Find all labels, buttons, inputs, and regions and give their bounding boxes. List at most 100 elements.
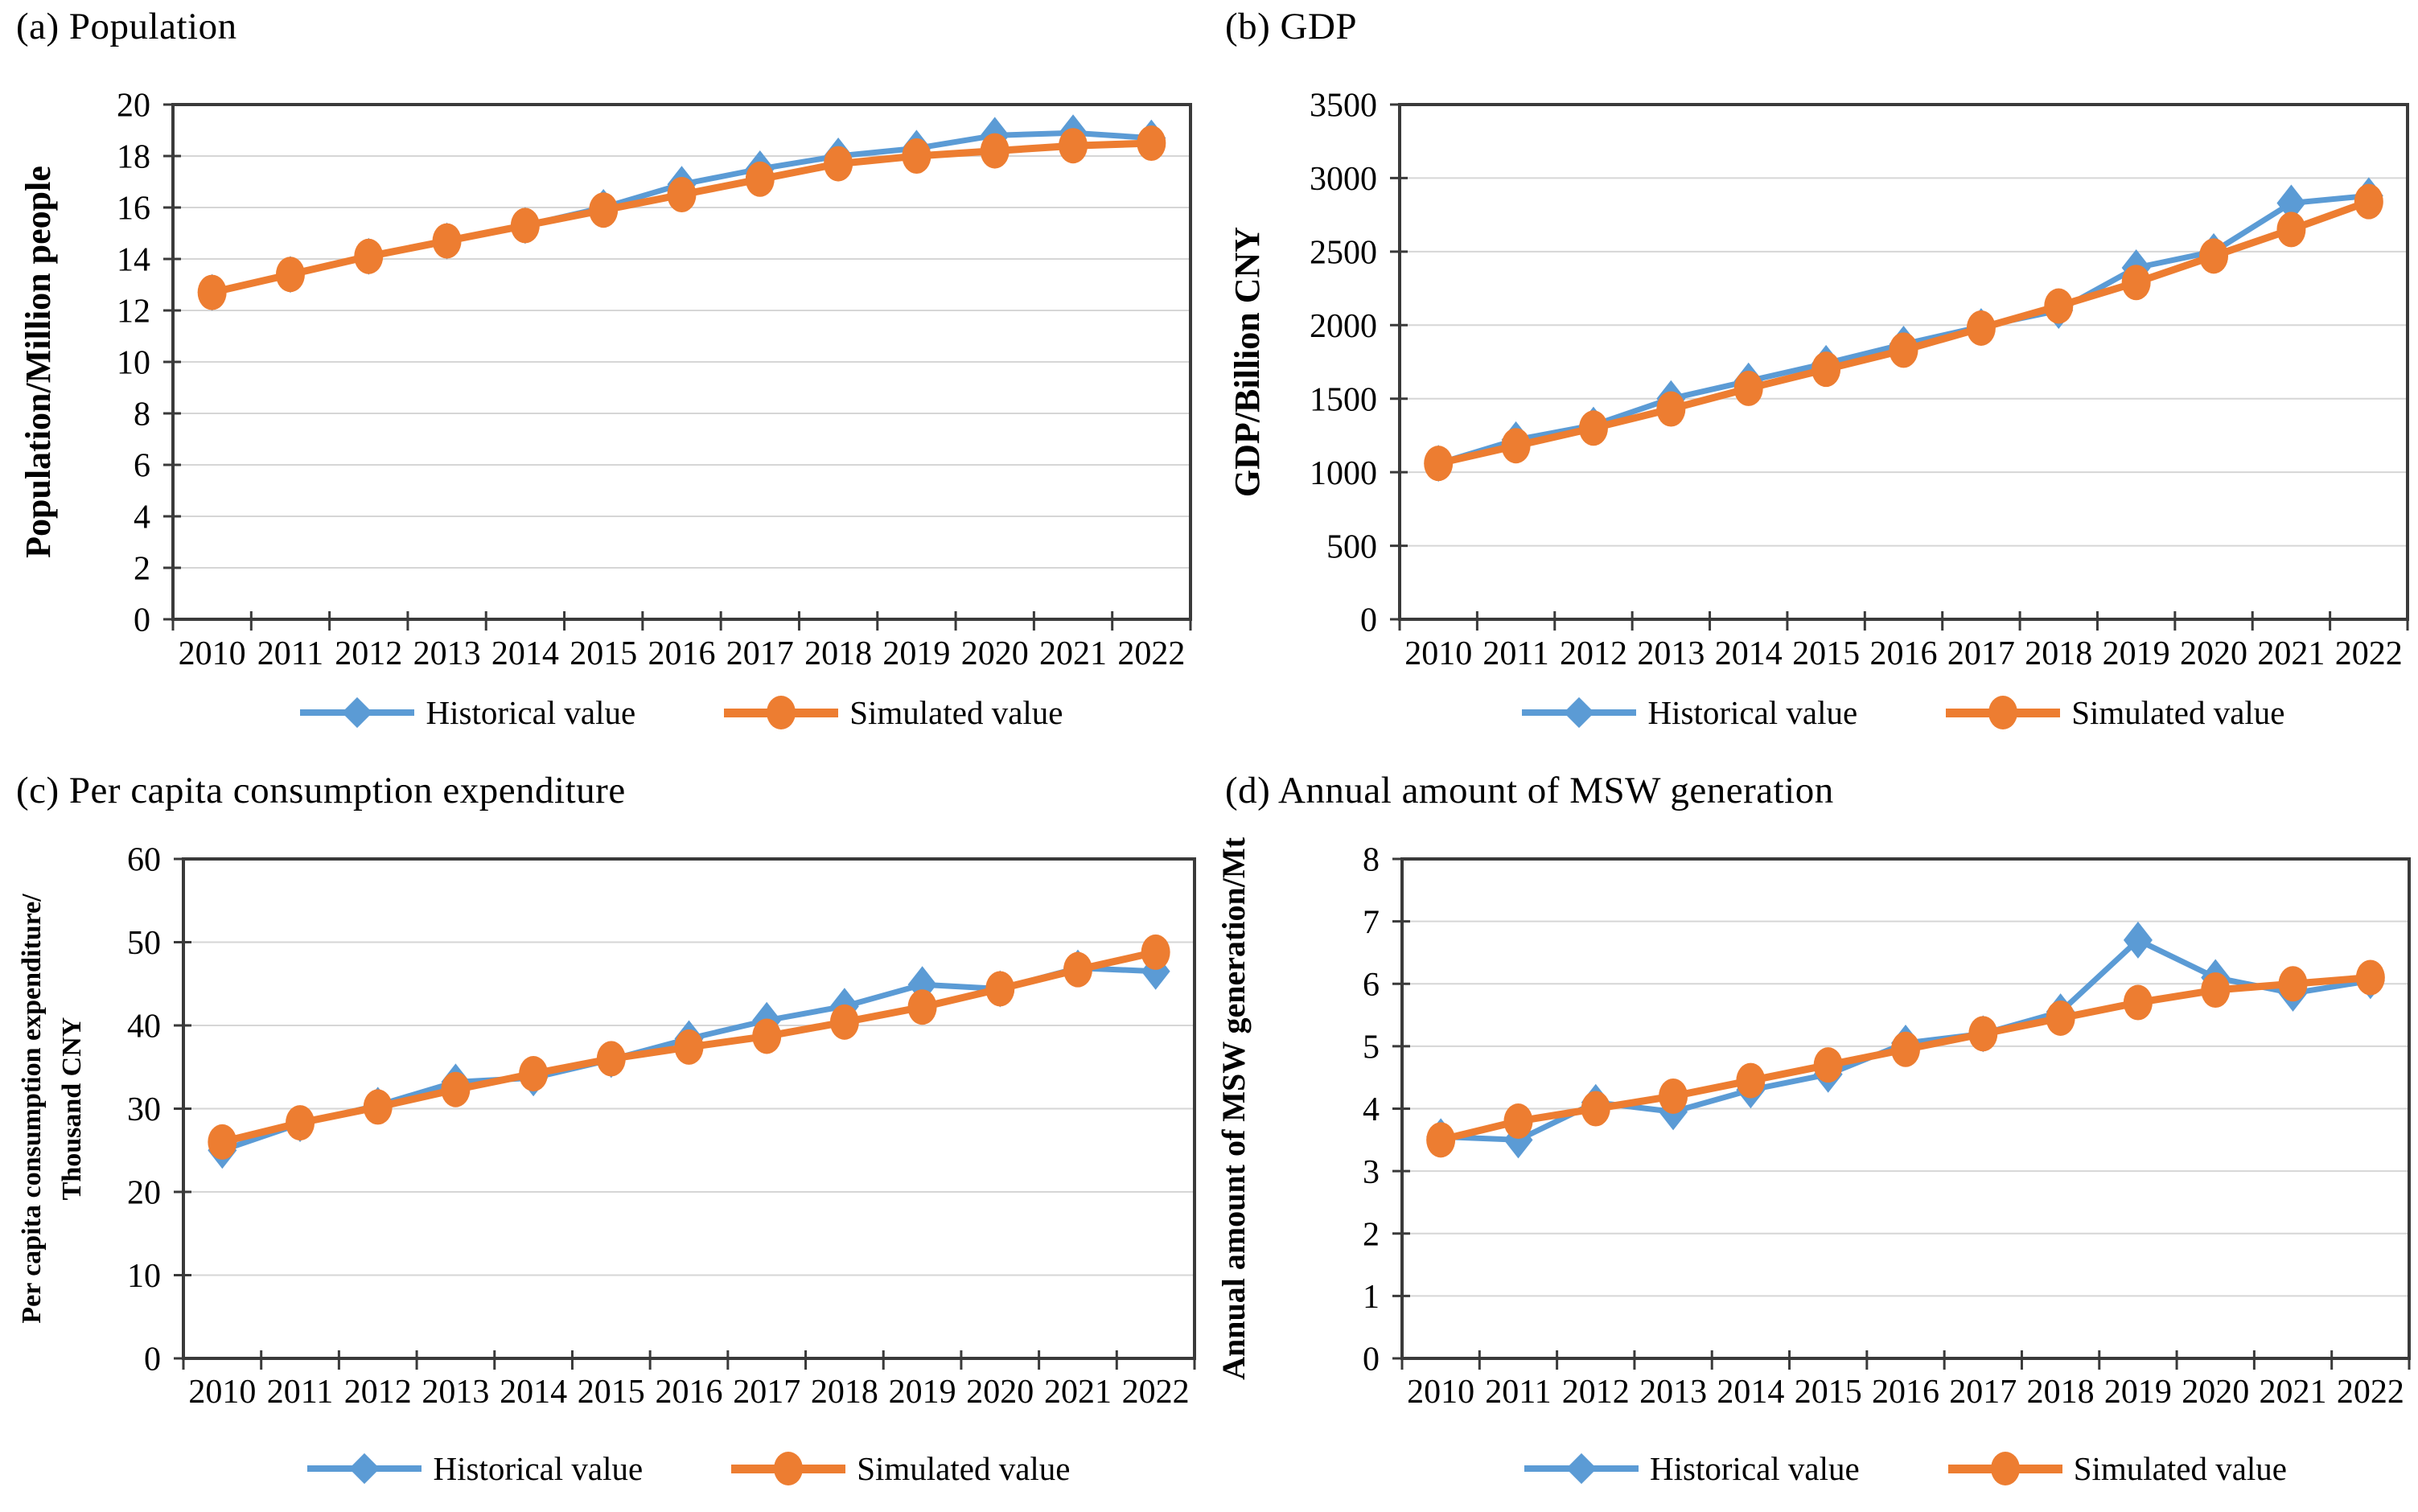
x-tick-label: 2012 <box>1560 635 1627 672</box>
y-tick-label: 5 <box>1363 1029 1380 1066</box>
x-tick-label: 2019 <box>882 635 950 672</box>
series-simulated <box>1424 183 2383 482</box>
x-tick-label: 2016 <box>1870 635 1938 672</box>
panel-b-title: (b) GDP <box>1225 6 1358 47</box>
x-tick-label: 2018 <box>804 635 872 672</box>
data-point-circle <box>1424 446 1454 482</box>
x-tick-label: 2015 <box>1792 635 1860 672</box>
y-tick-label: 0 <box>1363 1341 1380 1378</box>
x-tick-label: 2010 <box>179 635 246 672</box>
data-point-circle <box>1966 310 1996 346</box>
y-tick-label: 2 <box>1363 1216 1380 1253</box>
y-tick-label: 6 <box>134 448 150 485</box>
data-point-circle <box>907 989 937 1025</box>
data-point-circle <box>1813 1047 1843 1083</box>
legend-label-historical: Historical value <box>1647 694 1858 731</box>
x-tick-label: 2022 <box>2337 1374 2404 1411</box>
y-tick-label: 1 <box>1363 1279 1380 1316</box>
data-point-circle <box>1811 351 1841 388</box>
data-point-circle <box>208 1124 237 1160</box>
data-point-circle <box>1659 1078 1688 1114</box>
y-axis: 0 2 4 6 8 10 12 14 16 18 20 <box>117 88 181 639</box>
x-tick-label: 2015 <box>578 1374 645 1411</box>
legend-item-historical: Historical value <box>307 1449 643 1488</box>
simulated-series-swatch-icon <box>724 708 839 717</box>
y-tick-label: 0 <box>1360 602 1377 639</box>
legend-label-historical: Historical value <box>1649 1450 1860 1487</box>
x-tick-label: 2013 <box>413 635 481 672</box>
x-tick-label: 2017 <box>1949 1374 2017 1411</box>
gridlines <box>1402 920 2409 1297</box>
panel-msw-generation: (d) Annual amount of MSW generation 0 1 2 3… <box>1209 764 2418 1512</box>
x-tick-label: 2019 <box>889 1374 956 1411</box>
data-point-circle <box>1656 391 1686 427</box>
series-simulated <box>208 934 1170 1160</box>
legend: Historical value Simulated value <box>183 1449 1195 1488</box>
x-tick-label: 2022 <box>2335 635 2403 672</box>
y-tick-label: 18 <box>117 139 150 176</box>
x-tick-label: 2017 <box>1947 635 2015 672</box>
data-point-circle <box>441 1071 471 1107</box>
x-tick-label: 2015 <box>1795 1374 1862 1411</box>
y-tick-label: 60 <box>127 842 161 879</box>
y-axis-label: Annual amount of MSW generation/Mt <box>1215 836 1252 1380</box>
data-point-circle <box>589 192 619 228</box>
data-point-circle <box>1581 1091 1610 1127</box>
gridlines <box>183 941 1195 1276</box>
panel-c-title: (c) Per capita consumption expenditure <box>16 770 626 811</box>
data-point-circle <box>1968 1016 1998 1052</box>
data-point-circle <box>985 971 1015 1007</box>
legend: Historical value Simulated value <box>173 693 1190 732</box>
x-tick-label: 2016 <box>656 1374 723 1411</box>
y-tick-label: 7 <box>1363 904 1380 941</box>
x-tick-label: 2012 <box>335 635 402 672</box>
data-point-circle <box>286 1105 315 1141</box>
legend-item-simulated: Simulated value <box>724 693 1063 732</box>
data-point-circle <box>1426 1122 1456 1158</box>
x-tick-label: 2019 <box>2104 1374 2172 1411</box>
series-line <box>208 139 1155 297</box>
data-point-circle <box>1503 1103 1533 1140</box>
y-tick-label: 0 <box>144 1341 161 1378</box>
data-point-circle <box>519 1056 549 1092</box>
legend-item-simulated: Simulated value <box>1947 1449 2287 1488</box>
data-point-circle <box>2276 212 2306 248</box>
y-tick-label: 4 <box>1363 1091 1380 1128</box>
y-axis-label: Thousand CNY <box>57 1017 87 1201</box>
x-tick-label: 2013 <box>422 1374 489 1411</box>
y-tick-label: 6 <box>1363 967 1380 1004</box>
simulated-series-swatch-icon <box>1946 708 2061 717</box>
data-point-circle <box>275 257 305 293</box>
y-tick-label: 20 <box>127 1175 161 1212</box>
data-point-circle <box>1736 1062 1766 1099</box>
x-tick-label: 2012 <box>344 1374 412 1411</box>
x-tick-label: 2012 <box>1562 1374 1630 1411</box>
historical-series-swatch-icon <box>1522 709 1637 716</box>
legend: Historical value Simulated value <box>1402 1449 2409 1488</box>
data-point-circle <box>980 133 1010 169</box>
y-tick-label: 16 <box>117 191 150 228</box>
x-axis: 2010 2011 2012 2013 2014 2015 2016 2017 2018 2019… <box>1400 1350 2411 1411</box>
legend-item-historical: Historical value <box>300 693 635 732</box>
plot-frame <box>1398 103 2409 621</box>
x-tick-label: 2020 <box>966 1374 1034 1411</box>
y-tick-label: 2000 <box>1310 308 1377 345</box>
y-tick-label: 30 <box>127 1091 161 1128</box>
data-point-circle <box>829 1004 859 1040</box>
data-point-circle <box>824 146 853 182</box>
x-tick-label: 2021 <box>2260 1374 2327 1411</box>
gridlines <box>1400 177 2408 547</box>
x-tick-label: 2011 <box>267 1374 333 1411</box>
data-point-circle <box>2046 1000 2075 1036</box>
x-tick-label: 2011 <box>1482 635 1548 672</box>
legend-label-simulated: Simulated value <box>857 1450 1071 1487</box>
x-tick-label: 2021 <box>1044 1374 1112 1411</box>
x-tick-label: 2022 <box>1122 1374 1190 1411</box>
x-tick-label: 2019 <box>2103 635 2170 672</box>
y-tick-label: 2500 <box>1310 235 1377 272</box>
y-axis-label: Population/Million people <box>19 166 58 558</box>
data-point-circle <box>1891 1031 1920 1067</box>
